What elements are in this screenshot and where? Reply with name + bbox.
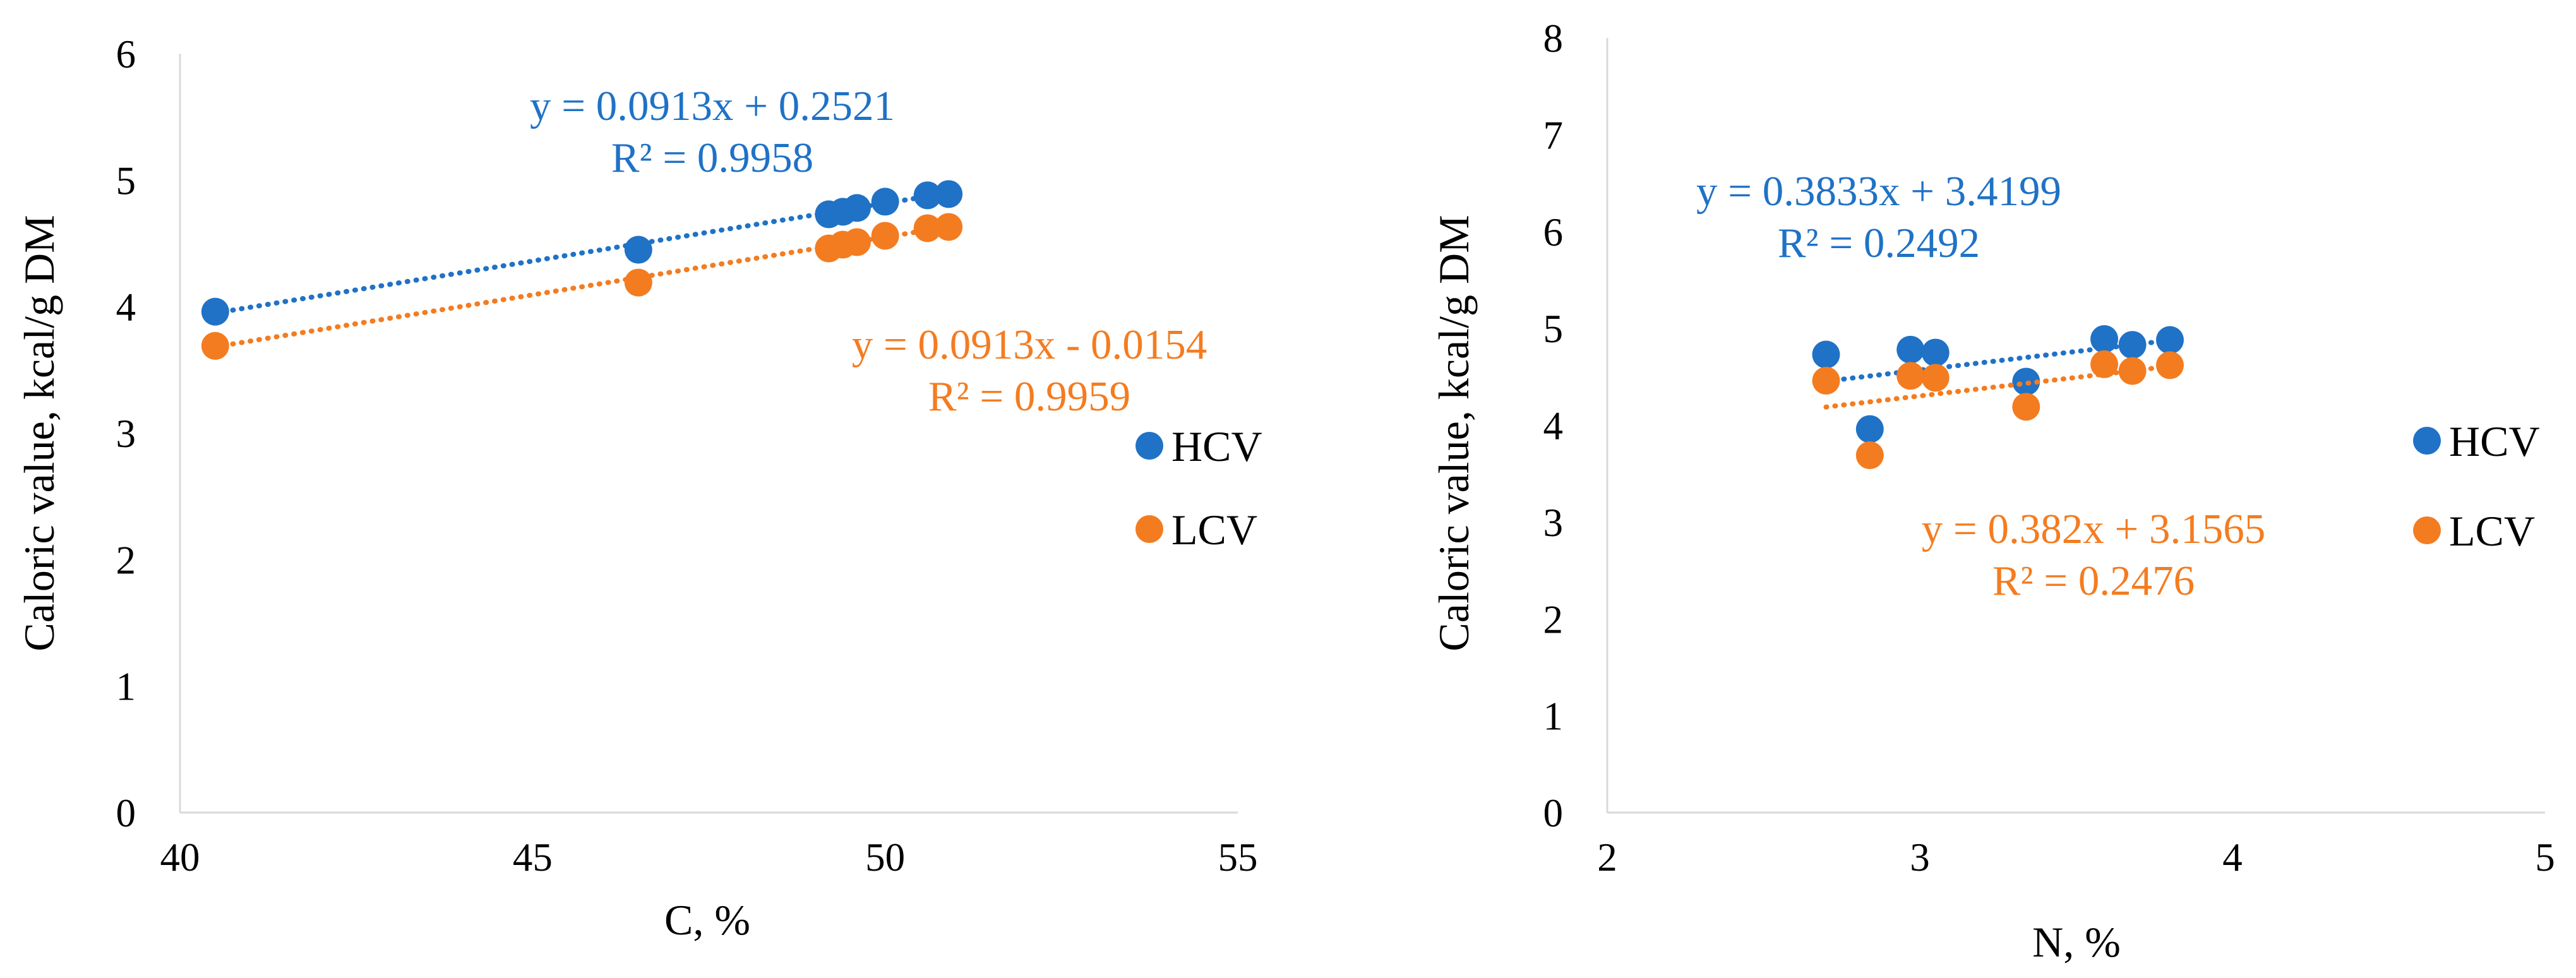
legend-marker <box>1135 515 1163 543</box>
data-point-lcv <box>1812 366 1840 395</box>
data-point-lcv <box>2156 351 2184 379</box>
legend-item-hcv: HCV <box>1135 422 1262 470</box>
trendline-equation: y = 0.0913x - 0.0154 <box>852 321 1207 368</box>
trendline-hcv <box>1823 338 2172 384</box>
x-tick-label: 40 <box>160 835 200 880</box>
series-hcv: y = 0.3833x + 3.4199 R² = 0.2492 <box>1696 168 2184 443</box>
x-axis-title: N, % <box>2032 918 2121 966</box>
x-tick-label: 2 <box>1597 835 1617 880</box>
y-tick-label: 4 <box>1543 404 1564 448</box>
trendline-r2: R² = 0.2476 <box>1992 558 2195 604</box>
x-tick-label: 45 <box>513 835 553 880</box>
data-point-hcv <box>871 188 899 216</box>
data-point-hcv <box>913 181 942 210</box>
data-point-lcv <box>1896 362 1925 390</box>
legend-item-lcv: LCV <box>2413 507 2535 555</box>
trendline-lcv <box>1823 364 2172 410</box>
data-point-lcv <box>1855 441 1884 470</box>
trendline-r2: R² = 0.2492 <box>1778 220 1980 266</box>
y-tick-label: 8 <box>1543 16 1564 61</box>
x-axis-title: C, % <box>664 896 750 944</box>
trendline-r2: R² = 0.9959 <box>928 373 1130 420</box>
y-tick-label: 1 <box>1543 695 1564 739</box>
data-point-hcv <box>201 297 229 326</box>
data-point-hcv <box>624 236 652 264</box>
y-tick-label: 3 <box>1543 501 1564 545</box>
data-point-hcv <box>1855 415 1884 443</box>
data-point-hcv <box>1896 335 1925 364</box>
data-point-lcv <box>1921 364 1950 392</box>
chart-2: 0 1 2 3 4 5 6 7 8 2 3 4 5 N, % Caloric value, kcal/g D… <box>1430 16 2555 966</box>
x-tick-label: 4 <box>2222 835 2243 880</box>
legend-marker <box>1135 432 1163 460</box>
y-tick-label: 0 <box>1543 791 1564 835</box>
x-tick-label: 5 <box>2535 835 2555 880</box>
y-tick-label: 6 <box>1543 210 1564 254</box>
y-axis-title: Caloric value, kcal/g DM <box>15 215 63 651</box>
data-point-hcv <box>843 194 871 222</box>
trendline-r2: R² = 0.9958 <box>611 134 813 181</box>
y-axis-title: Caloric value, kcal/g DM <box>1430 215 1478 651</box>
legend-item-hcv: HCV <box>2413 417 2540 465</box>
y-tick-label: 2 <box>116 538 136 582</box>
data-point-lcv <box>201 331 229 360</box>
x-tick-label: 3 <box>1910 835 1930 880</box>
y-tick-label: 2 <box>1543 597 1564 641</box>
trendline-equation: y = 0.0913x + 0.2521 <box>530 83 895 129</box>
trendline-equation: y = 0.382x + 3.1565 <box>1922 506 2266 552</box>
series-lcv: y = 0.382x + 3.1565 R² = 0.2476 <box>1812 350 2266 604</box>
data-point-lcv <box>935 213 963 241</box>
data-point-lcv <box>871 222 899 250</box>
data-point-lcv <box>843 228 871 256</box>
legend-item-lcv: LCV <box>1135 506 1257 554</box>
data-point-hcv <box>2156 326 2184 354</box>
data-point-hcv <box>1812 340 1840 369</box>
data-point-hcv <box>2090 325 2119 353</box>
x-tick-label: 55 <box>1218 835 1258 880</box>
legend-label: LCV <box>2449 507 2535 555</box>
legend-marker <box>2413 516 2441 544</box>
data-point-hcv <box>1921 338 1950 367</box>
data-point-hcv <box>2118 331 2147 359</box>
y-tick-label: 6 <box>116 32 136 76</box>
data-point-lcv <box>913 214 942 242</box>
data-point-lcv <box>2012 393 2040 421</box>
legend-marker <box>2413 427 2441 455</box>
legend-label: LCV <box>1171 506 1257 554</box>
y-tick-label: 4 <box>116 285 136 330</box>
trendline-equation: y = 0.3833x + 3.4199 <box>1696 168 2061 215</box>
y-tick-label: 5 <box>1543 307 1564 351</box>
data-point-lcv <box>2118 357 2147 385</box>
data-point-lcv <box>624 268 652 297</box>
y-tick-label: 3 <box>116 412 136 456</box>
data-point-lcv <box>2090 350 2119 378</box>
x-tick-label: 50 <box>865 835 905 880</box>
y-tick-label: 7 <box>1543 113 1564 157</box>
series-hcv: y = 0.0913x + 0.2521 R² = 0.9958 <box>201 83 963 326</box>
y-tick-label: 0 <box>116 791 136 835</box>
legend-label: HCV <box>1171 422 1262 470</box>
y-tick-label: 5 <box>116 158 136 203</box>
data-point-hcv <box>935 180 963 208</box>
series-lcv: y = 0.0913x - 0.0154 R² = 0.9959 <box>201 213 1207 420</box>
y-tick-label: 1 <box>116 665 136 709</box>
legend-label: HCV <box>2449 417 2540 465</box>
